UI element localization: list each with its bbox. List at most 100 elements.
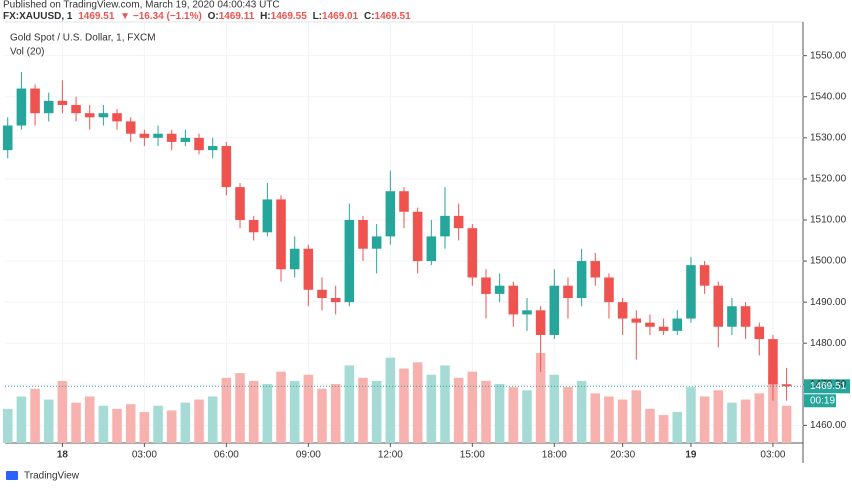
x-tick-label: 03:00 bbox=[132, 450, 157, 461]
x-tick-label: 09:00 bbox=[296, 450, 321, 461]
y-tick-label: 1540.00 bbox=[810, 91, 847, 102]
volume-bar bbox=[412, 362, 423, 443]
y-tick-label: 1520.00 bbox=[810, 174, 847, 185]
volume-bar bbox=[494, 384, 505, 443]
legend-volume: Vol (20) bbox=[10, 47, 44, 58]
volume-bar bbox=[399, 368, 409, 443]
x-tick-label: 18:00 bbox=[542, 450, 567, 461]
volume-bar bbox=[112, 408, 122, 443]
volume-bar bbox=[576, 380, 587, 443]
volume-bar bbox=[262, 384, 273, 443]
volume-bar bbox=[522, 390, 532, 443]
volume-bar bbox=[781, 405, 792, 443]
candle-body bbox=[71, 104, 81, 114]
volume-bar bbox=[604, 396, 614, 443]
y-tick-label: 1510.00 bbox=[810, 215, 847, 226]
volume-bar bbox=[563, 387, 573, 443]
candle-body bbox=[358, 219, 368, 249]
volume-bar bbox=[153, 405, 163, 443]
candle-body bbox=[371, 236, 382, 249]
volume-bar bbox=[166, 410, 177, 443]
volume-bar bbox=[371, 380, 382, 443]
volume-bar bbox=[658, 415, 669, 443]
volume-bar bbox=[440, 365, 450, 443]
candle-body bbox=[453, 215, 464, 229]
candle-body bbox=[289, 248, 300, 270]
volume-bar bbox=[2, 408, 13, 443]
volume-bar bbox=[481, 380, 491, 443]
candle-body bbox=[30, 88, 40, 114]
volume-bar bbox=[303, 374, 314, 443]
volume-bar bbox=[549, 374, 560, 443]
volume-bar bbox=[590, 393, 601, 443]
symbol: FX:XAUUSD, 1 bbox=[3, 11, 73, 22]
logo-mark bbox=[6, 471, 18, 480]
candle-body bbox=[303, 248, 314, 290]
volume-bar bbox=[139, 411, 150, 443]
volume-bar bbox=[768, 374, 778, 443]
candle-body bbox=[385, 191, 396, 237]
last: 1469.51 bbox=[78, 11, 115, 22]
candle-body bbox=[43, 100, 54, 114]
candle-body bbox=[481, 277, 491, 294]
volume-bar bbox=[276, 371, 286, 443]
candle-body bbox=[235, 187, 245, 220]
brand: TradingView bbox=[24, 471, 80, 482]
volume-bar bbox=[248, 380, 259, 443]
volume-bar bbox=[672, 411, 683, 443]
candle-body bbox=[248, 219, 259, 233]
countdown: 00:19 bbox=[810, 395, 835, 406]
candle-body bbox=[535, 310, 546, 335]
volume-bar bbox=[645, 408, 655, 443]
volume-bar bbox=[125, 404, 136, 443]
candle-body bbox=[139, 133, 150, 138]
o: 1469.11 bbox=[219, 11, 255, 22]
candle-body bbox=[153, 133, 163, 138]
candle-body bbox=[166, 133, 177, 142]
y-tick-label: 1550.00 bbox=[810, 50, 847, 61]
candle-body bbox=[221, 146, 232, 188]
x-tick-label: 06:00 bbox=[214, 450, 239, 461]
countdown-box bbox=[804, 394, 836, 408]
volume-bar bbox=[221, 377, 232, 443]
x-tick-label: 18 bbox=[57, 450, 69, 461]
candle-body bbox=[344, 219, 355, 303]
volume-bar bbox=[344, 365, 355, 443]
candle-body bbox=[57, 100, 68, 105]
y-tick-label: 1470.00 bbox=[810, 379, 847, 390]
candle-body bbox=[262, 199, 273, 233]
volume-bar bbox=[686, 387, 696, 443]
candle-body bbox=[699, 265, 710, 286]
volume-bar bbox=[699, 396, 710, 443]
x-tick-label: 15:00 bbox=[460, 450, 485, 461]
candle-body bbox=[16, 88, 27, 126]
candle-body bbox=[125, 121, 136, 134]
y-tick-label: 1500.00 bbox=[810, 256, 847, 267]
volume-bar bbox=[535, 353, 546, 443]
volume-bar bbox=[740, 399, 751, 443]
volume-bar bbox=[43, 399, 54, 443]
volume-bar bbox=[358, 377, 368, 443]
candle-body bbox=[713, 285, 724, 327]
volume-bar bbox=[194, 399, 204, 443]
x-tick-label: 19 bbox=[685, 450, 697, 461]
candle-body bbox=[617, 302, 628, 319]
candle-body bbox=[412, 211, 423, 262]
o-label: O: bbox=[208, 11, 219, 22]
last-price-label: 1469.51 bbox=[810, 381, 847, 392]
candle-body bbox=[399, 191, 409, 212]
c-label: C: bbox=[364, 11, 375, 22]
x-tick-label: 03:00 bbox=[760, 450, 785, 461]
candle-body bbox=[781, 384, 792, 387]
l: 1469.01 bbox=[322, 11, 359, 22]
volume-bar bbox=[207, 396, 218, 443]
candle-body bbox=[672, 318, 683, 331]
candle-body bbox=[563, 285, 573, 299]
volume-bar bbox=[330, 384, 341, 443]
volume-bar bbox=[98, 405, 109, 443]
candle-body bbox=[276, 199, 286, 270]
volume-bar bbox=[713, 390, 724, 443]
symbol-line: FX:XAUUSD, 1 1469.51 ▼ −16.34 (−1.1%) O:… bbox=[3, 11, 411, 22]
candle-body bbox=[768, 339, 778, 385]
